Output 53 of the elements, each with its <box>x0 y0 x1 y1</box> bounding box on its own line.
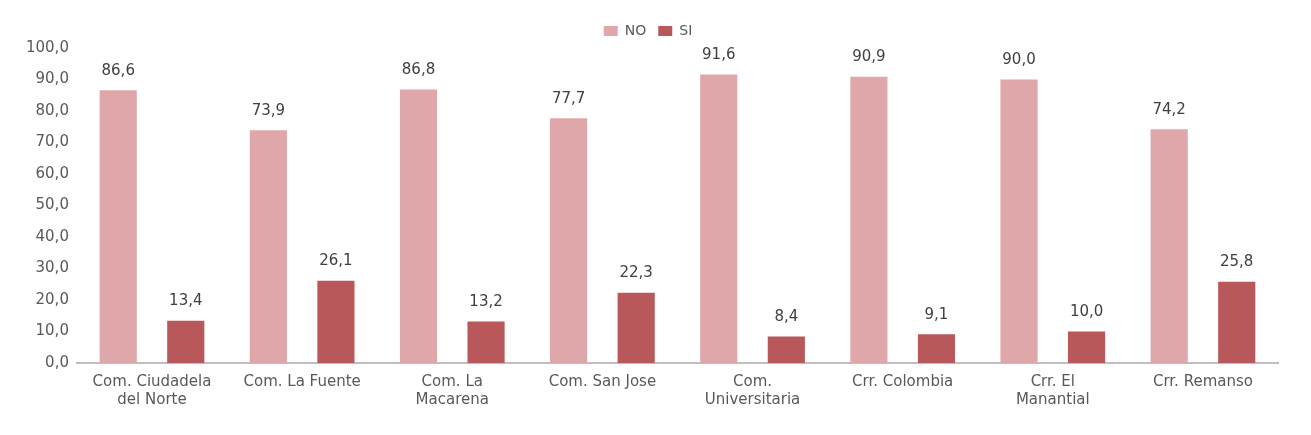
bar <box>617 292 655 363</box>
data-label: 73,9 <box>251 100 286 119</box>
data-label: 22,3 <box>619 263 653 282</box>
data-label: 86,8 <box>401 59 436 78</box>
legend-label: NO <box>624 21 647 38</box>
data-label: 86,6 <box>101 60 135 79</box>
y-tick-label: 50,0 <box>35 195 69 214</box>
bar <box>767 336 805 363</box>
x-tick-label: Crr. Remanso <box>1152 371 1253 390</box>
bar <box>317 280 355 363</box>
x-tick-label: Com. San Jose <box>548 371 657 390</box>
data-label: 74,2 <box>1152 99 1186 118</box>
bar <box>249 130 287 363</box>
data-label: 26,1 <box>319 251 353 270</box>
bar <box>1068 331 1106 363</box>
bar <box>399 89 438 363</box>
x-tick-label: Com. La Fuente <box>243 371 361 390</box>
y-tick-label: 80,0 <box>35 100 69 119</box>
bar <box>850 76 888 363</box>
bar <box>550 118 588 363</box>
y-tick-label: 30,0 <box>35 258 69 277</box>
y-tick-label: 40,0 <box>35 226 69 245</box>
y-tick-label: 70,0 <box>35 132 69 151</box>
data-label: 13,4 <box>169 291 203 310</box>
bar <box>1000 79 1038 363</box>
bar <box>167 320 205 363</box>
legend-label: SI <box>679 21 693 38</box>
y-tick-label: 60,0 <box>35 163 69 182</box>
y-tick-label: 100,0 <box>25 37 69 56</box>
bar <box>467 321 505 363</box>
bar <box>1150 129 1188 363</box>
bar <box>1218 281 1256 363</box>
x-tick-label: Com. Ciudadela del Norte <box>92 371 212 408</box>
y-tick-label: 90,0 <box>35 69 69 88</box>
data-label: 10,0 <box>1069 301 1104 320</box>
data-label: 77,7 <box>551 88 586 107</box>
x-tick-label: Com. Universitaria <box>704 371 801 408</box>
x-tick-label: Crr. Colombia <box>852 371 954 390</box>
bar <box>99 90 137 363</box>
data-label: 91,6 <box>702 44 736 63</box>
x-tick-label: Crr. El Manantial <box>1015 371 1090 408</box>
data-label: 25,8 <box>1220 252 1254 271</box>
y-tick-label: 20,0 <box>35 289 69 308</box>
y-tick-label: 0,0 <box>45 352 69 371</box>
data-label: 13,2 <box>469 291 503 310</box>
data-label: 90,9 <box>852 47 886 66</box>
bar <box>700 74 738 363</box>
y-tick-label: 10,0 <box>35 321 69 340</box>
data-label: 9,1 <box>924 304 949 323</box>
data-label: 90,0 <box>1002 49 1036 68</box>
data-label: 8,4 <box>774 306 799 325</box>
bar <box>917 334 956 363</box>
x-tick-label: Com. La Macarena <box>415 371 489 408</box>
